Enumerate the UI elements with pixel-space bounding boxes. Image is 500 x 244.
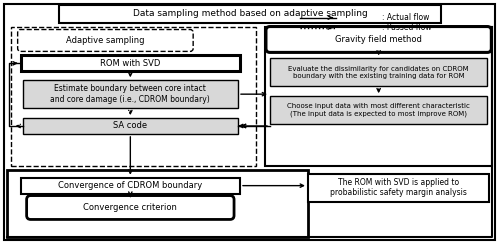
Text: Adaptive sampling: Adaptive sampling: [66, 36, 144, 45]
Bar: [6, 170, 308, 237]
FancyBboxPatch shape: [266, 27, 492, 52]
Text: Data sampling method based on adaptive sampling: Data sampling method based on adaptive s…: [132, 9, 368, 18]
Text: ROM with SVD: ROM with SVD: [100, 59, 160, 68]
Bar: [270, 58, 488, 86]
FancyBboxPatch shape: [18, 30, 193, 51]
Bar: [22, 80, 238, 108]
Text: Gravity field method: Gravity field method: [335, 35, 422, 44]
Text: : Passed flow: : Passed flow: [382, 23, 432, 32]
Bar: [308, 174, 490, 202]
Bar: [265, 27, 492, 166]
FancyBboxPatch shape: [26, 196, 234, 219]
Text: Estimate boundary between core intact
and core damage (i.e., CDROM boundary): Estimate boundary between core intact an…: [50, 84, 210, 104]
Bar: [20, 55, 240, 71]
Bar: [270, 96, 488, 124]
Text: SA code: SA code: [114, 122, 148, 131]
Bar: [10, 27, 256, 166]
Text: Convergence criterion: Convergence criterion: [84, 203, 178, 212]
Bar: [20, 178, 240, 193]
Text: The ROM with SVD is applied to
probabilistic safety margin analysis: The ROM with SVD is applied to probabili…: [330, 178, 467, 197]
Bar: [22, 118, 238, 134]
Bar: [58, 5, 442, 22]
Text: : Actual flow: : Actual flow: [382, 13, 429, 22]
Text: Convergence of CDROM boundary: Convergence of CDROM boundary: [58, 181, 203, 190]
Text: Evaluate the dissimilarity for candidates on CDROM
boundary with the existing tr: Evaluate the dissimilarity for candidate…: [288, 66, 469, 79]
Text: Choose input data with most different characteristic
(The input data is expected: Choose input data with most different ch…: [287, 103, 470, 117]
